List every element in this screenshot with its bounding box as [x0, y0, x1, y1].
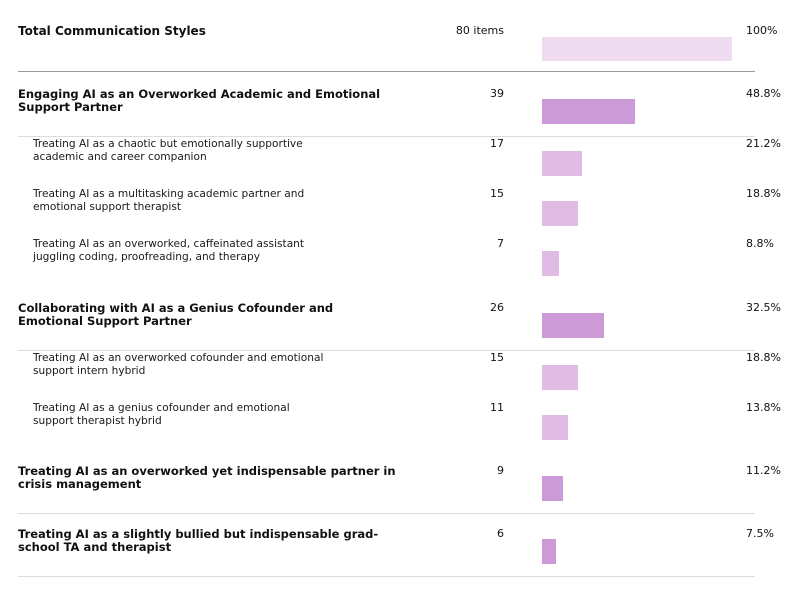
row-count: 15 [490, 187, 504, 200]
row-count: 15 [490, 351, 504, 364]
row-percent: 13.8% [746, 401, 781, 414]
bar-subgroup [542, 251, 559, 276]
bar-group [542, 313, 604, 338]
row-count: 9 [497, 464, 504, 477]
group-label: Collaborating with AI as a Genius Cofoun… [18, 301, 334, 328]
bar-total [542, 37, 732, 61]
bar-group [542, 476, 564, 501]
subgroup-label: Treating AI as a genius cofounder and em… [33, 402, 290, 427]
bar-subgroup [542, 151, 583, 176]
group-label: Treating AI as an overworked yet indispe… [18, 464, 396, 491]
row-divider [18, 576, 755, 577]
row-count: 11 [490, 401, 504, 414]
row-percent: 11.2% [746, 464, 781, 477]
row-percent: 32.5% [746, 301, 781, 314]
group-label: Engaging AI as an Overworked Academic an… [18, 87, 381, 114]
total-label: Total Communication Styles [18, 24, 206, 38]
group-label: Treating AI as a slightly bullied but in… [18, 527, 379, 554]
row-percent: 7.5% [746, 527, 774, 540]
bar-subgroup [542, 201, 578, 226]
bar-subgroup [542, 365, 578, 390]
subgroup-label: Treating AI as an overworked cofounder a… [33, 352, 324, 377]
row-percent: 8.8% [746, 237, 774, 250]
total-divider [18, 71, 755, 72]
row-percent: 48.8% [746, 87, 781, 100]
subgroup-label: Treating AI as a chaotic but emotionally… [33, 138, 303, 163]
bar-subgroup [542, 415, 569, 440]
total-count: 80 items [455, 24, 504, 37]
bar-group [542, 99, 635, 124]
row-count: 17 [490, 137, 504, 150]
row-percent: 21.2% [746, 137, 781, 150]
row-divider [18, 350, 755, 351]
row-percent: 18.8% [746, 187, 781, 200]
subgroup-label: Treating AI as a multitasking academic p… [33, 188, 305, 213]
row-percent: 18.8% [746, 351, 781, 364]
row-count: 39 [490, 87, 504, 100]
row-divider [18, 513, 755, 514]
row-count: 6 [497, 527, 504, 540]
total-percent: 100% [746, 24, 778, 37]
row-count: 7 [497, 237, 504, 250]
subgroup-label: Treating AI as an overworked, caffeinate… [33, 238, 305, 263]
row-count: 26 [490, 301, 504, 314]
bar-group [542, 539, 557, 564]
row-divider [18, 136, 755, 137]
